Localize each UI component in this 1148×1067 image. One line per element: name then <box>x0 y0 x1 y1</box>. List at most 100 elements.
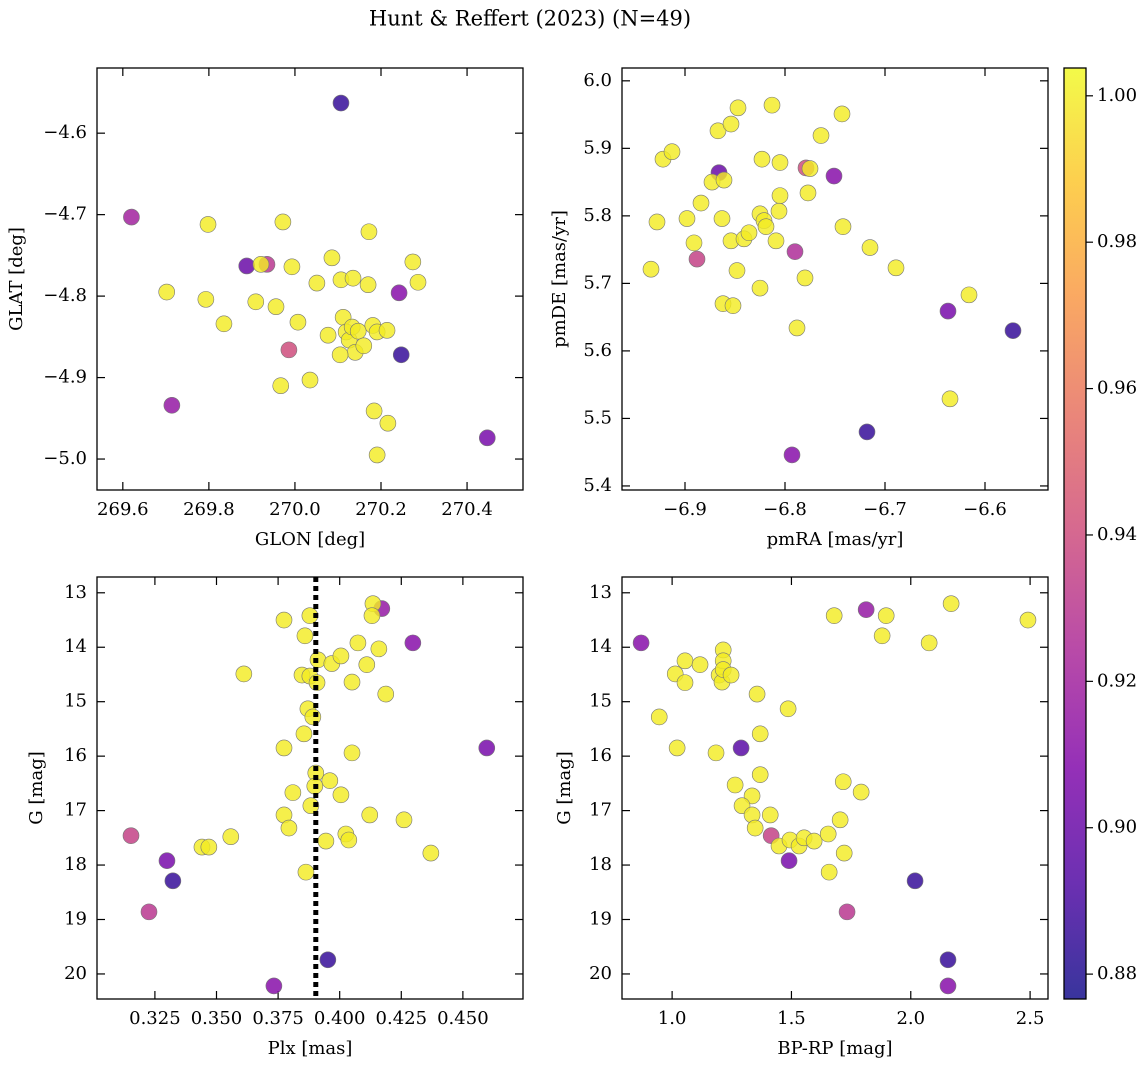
point <box>361 806 379 824</box>
point <box>715 171 733 189</box>
point <box>748 685 766 703</box>
point <box>317 832 335 850</box>
point <box>763 96 781 114</box>
y-axis-label: GLAT [deg] <box>6 227 27 331</box>
point <box>642 260 660 278</box>
point <box>200 838 218 856</box>
y-tick-label: 13 <box>64 582 87 603</box>
point <box>960 286 978 304</box>
point <box>751 725 769 743</box>
y-tick-label: 5.8 <box>583 205 612 226</box>
y-tick-label: 5.6 <box>583 340 612 361</box>
point <box>340 831 358 849</box>
x-axis-label: GLON [deg] <box>255 529 365 550</box>
point <box>332 647 350 665</box>
axes-frame <box>621 576 1049 1000</box>
point <box>833 105 851 123</box>
point <box>835 844 853 862</box>
point <box>247 293 265 311</box>
point <box>873 627 891 645</box>
point <box>771 154 789 171</box>
point <box>770 202 788 220</box>
y-axis-label: pmDE [mas/yr] <box>549 210 570 348</box>
point <box>359 276 377 294</box>
x-tick-label: 0.325 <box>129 1008 181 1029</box>
point <box>332 786 350 804</box>
x-tick-label: 0.350 <box>191 1008 243 1029</box>
point <box>939 951 957 969</box>
point <box>713 210 731 227</box>
x-tick-label: 0.450 <box>437 1008 489 1029</box>
point <box>726 776 744 794</box>
point <box>163 396 181 414</box>
y-tick-label: 15 <box>64 691 87 712</box>
point <box>422 844 440 862</box>
point <box>753 150 771 168</box>
point <box>801 160 819 177</box>
point <box>390 284 408 302</box>
point <box>799 184 817 202</box>
point <box>942 595 960 612</box>
y-tick-label: 5.4 <box>583 475 612 496</box>
point <box>215 315 233 333</box>
point <box>861 239 879 256</box>
point <box>740 224 758 242</box>
point <box>343 744 361 762</box>
x-tick-label: 270.4 <box>441 499 493 520</box>
panel: Plx [mas] G [mag] 0.325 0.350 0.375 0.400 0.42… <box>26 576 524 1059</box>
point <box>140 903 158 921</box>
point <box>360 223 378 241</box>
y-tick-label: 14 <box>64 636 87 657</box>
point <box>834 218 852 235</box>
point <box>676 674 694 691</box>
point <box>123 208 140 226</box>
point <box>857 601 875 618</box>
point <box>164 872 182 890</box>
point <box>275 739 293 757</box>
point <box>858 423 876 441</box>
point <box>746 819 764 837</box>
y-tick-label: 16 <box>64 745 87 766</box>
panel: GLON [deg] GLAT [deg] 269.6 269.8 270.0 270.2… <box>6 67 524 550</box>
point <box>365 402 383 420</box>
point <box>274 213 292 231</box>
point <box>283 258 301 276</box>
point <box>906 872 924 890</box>
x-tick-label: 270.0 <box>269 499 321 520</box>
point <box>685 234 703 252</box>
point <box>783 446 801 464</box>
point <box>939 302 957 320</box>
point <box>378 322 396 339</box>
point <box>392 346 410 364</box>
point <box>751 766 769 783</box>
x-tick-label: 0.425 <box>376 1008 428 1029</box>
point <box>235 665 253 683</box>
point <box>331 346 349 364</box>
x-tick-label: 2.5 <box>1016 1008 1045 1029</box>
x-tick-label: 270.2 <box>355 499 407 520</box>
y-tick-label: −5.0 <box>43 448 87 469</box>
point <box>265 977 283 995</box>
point <box>363 607 381 624</box>
point <box>368 446 386 464</box>
point <box>297 863 315 881</box>
y-tick-label: 13 <box>589 582 612 603</box>
points <box>123 94 496 464</box>
point <box>920 634 938 652</box>
point <box>761 806 779 824</box>
point <box>377 685 395 703</box>
colorbar-tick-label: 0.94 <box>1097 524 1137 545</box>
point <box>751 279 769 297</box>
point <box>222 828 240 846</box>
point <box>678 210 696 227</box>
point <box>272 377 290 395</box>
y-tick-label: 18 <box>64 854 87 875</box>
point <box>650 708 668 726</box>
point <box>663 143 681 161</box>
y-tick-label: 5.7 <box>583 272 612 293</box>
x-axis-label: BP-RP [mag] <box>777 1038 892 1059</box>
axes-frame <box>96 67 524 491</box>
x-tick-label: 2.0 <box>896 1008 925 1029</box>
y-tick-label: 6.0 <box>583 70 612 91</box>
axes-frame <box>96 576 524 1000</box>
